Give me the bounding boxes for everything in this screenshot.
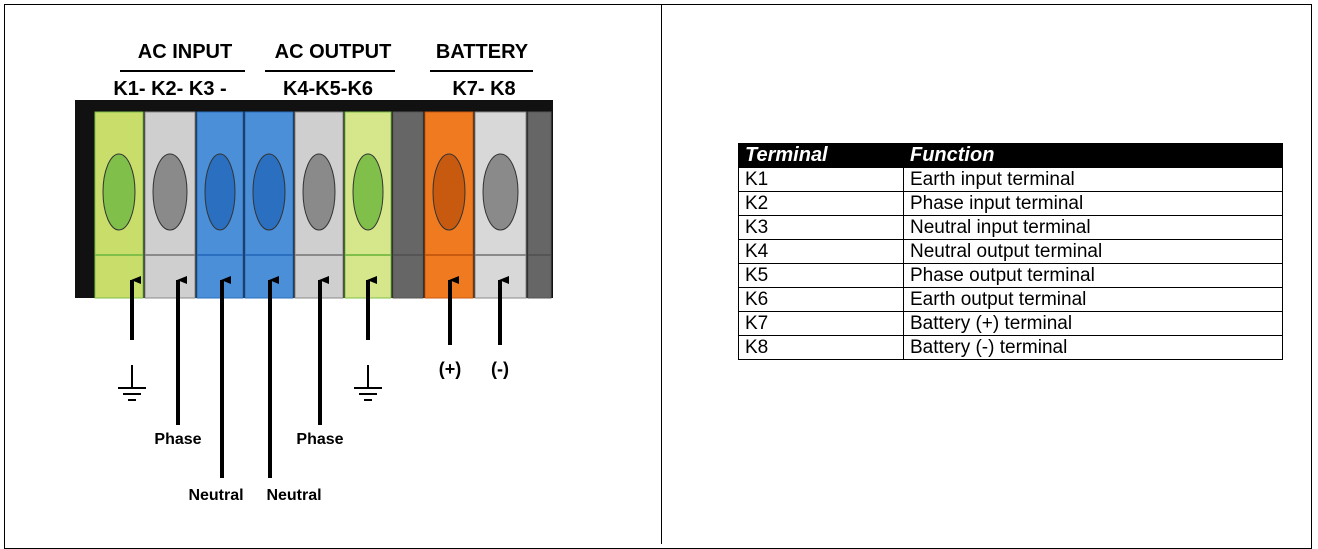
terminal-ids: K1- K2- K3 - xyxy=(113,78,226,100)
function-cell: Battery (+) terminal xyxy=(904,312,1283,336)
terminal-hole xyxy=(433,154,465,230)
page: AC INPUT AC OUTPUT BATTERY K1- K2- K3 - … xyxy=(0,0,1318,544)
function-cell: Phase output terminal xyxy=(904,264,1283,288)
group-title: AC INPUT xyxy=(138,41,232,63)
terminal-block xyxy=(393,112,423,298)
terminal-hole xyxy=(483,154,518,230)
terminal-cell: K2 xyxy=(739,192,904,216)
terminal-cell: K7 xyxy=(739,312,904,336)
function-cell: Phase input terminal xyxy=(904,192,1283,216)
earth-symbol xyxy=(118,365,146,400)
function-cell: Earth output terminal xyxy=(904,288,1283,312)
earth-symbol xyxy=(354,365,382,400)
function-cell: Battery (-) terminal xyxy=(904,336,1283,360)
terminal-ids: K7- K8 xyxy=(452,78,515,100)
wire-label: Phase xyxy=(296,431,343,448)
wire-label: Neutral xyxy=(266,487,321,504)
header-cell: Terminal xyxy=(739,144,904,168)
function-cell: Neutral output terminal xyxy=(904,240,1283,264)
terminal-diagram: AC INPUT AC OUTPUT BATTERY K1- K2- K3 - … xyxy=(0,0,661,544)
terminal-cell: K3 xyxy=(739,216,904,240)
terminal-cell: K1 xyxy=(739,168,904,192)
terminal-cell: K6 xyxy=(739,288,904,312)
wire-label: Neutral xyxy=(188,487,243,504)
terminal-hole xyxy=(303,154,335,230)
terminal-block xyxy=(528,112,551,298)
divider xyxy=(661,4,662,544)
terminal-cell: K8 xyxy=(739,336,904,360)
terminal-hole xyxy=(103,154,135,230)
wire-label: (+) xyxy=(439,359,462,379)
header-cell: Function xyxy=(904,144,1283,168)
function-cell: Earth input terminal xyxy=(904,168,1283,192)
terminal-cell: K4 xyxy=(739,240,904,264)
table-header: Terminal Function xyxy=(739,144,1283,168)
group-title: BATTERY xyxy=(436,41,529,63)
terminal-cell: K5 xyxy=(739,264,904,288)
terminal-hole xyxy=(353,154,383,230)
terminal-hole xyxy=(153,154,187,230)
terminal-hole xyxy=(253,154,285,230)
function-cell: Neutral input terminal xyxy=(904,216,1283,240)
group-title: AC OUTPUT xyxy=(275,41,392,63)
terminal-hole xyxy=(205,154,235,230)
terminal-ids: K4-K5-K6 xyxy=(283,78,373,100)
wire-label: (-) xyxy=(491,359,509,379)
wire-label: Phase xyxy=(154,431,201,448)
